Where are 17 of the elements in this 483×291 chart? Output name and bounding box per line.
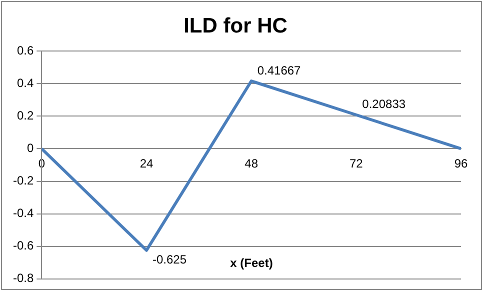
x-tick-label: 24 bbox=[140, 156, 154, 170]
chart-title: ILD for HC bbox=[184, 14, 288, 38]
y-tick-label: -0.8 bbox=[12, 271, 34, 286]
y-tick-label: 0.6 bbox=[16, 44, 34, 58]
y-tick-label: -0.4 bbox=[12, 206, 34, 220]
y-tick-label: 0.4 bbox=[16, 76, 34, 90]
y-tick-label: 0.2 bbox=[16, 108, 34, 123]
x-axis-title: x (Feet) bbox=[230, 256, 273, 270]
y-tick-label: -0.6 bbox=[12, 238, 34, 253]
x-tick-label: 96 bbox=[454, 156, 468, 170]
y-tick-label: -0.2 bbox=[12, 174, 34, 188]
x-tick-label: 48 bbox=[244, 156, 258, 170]
data-label: -0.625 bbox=[152, 252, 187, 267]
y-tick-label: 0 bbox=[26, 141, 34, 156]
x-tick-label: 72 bbox=[349, 156, 364, 170]
data-label: 0.41667 bbox=[257, 63, 302, 78]
data-label: 0.20833 bbox=[362, 97, 406, 112]
